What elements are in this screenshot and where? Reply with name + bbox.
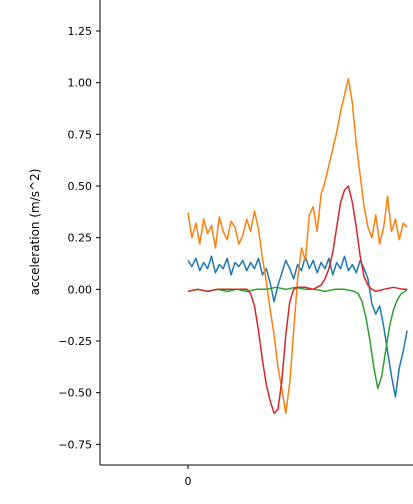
series-line-0	[187, 255, 408, 398]
axes: −0.75 −0.50 −0.25 0.00 0.25 0.50 0.75 1.00 1.25 0	[58, 0, 413, 488]
y-tick-label: 0.50	[68, 180, 93, 193]
y-tick-label: 1.25	[68, 25, 93, 38]
y-tick-label: 1.00	[68, 77, 93, 90]
y-tick-label: −0.25	[58, 335, 92, 348]
y-tick-label: −0.75	[58, 438, 92, 451]
y-tick-label: 0.75	[68, 128, 93, 141]
y-tick-label: 0.25	[68, 232, 93, 245]
x-tick-label: 0	[185, 475, 192, 488]
series-line-1	[187, 77, 408, 415]
plot-area	[187, 77, 408, 415]
y-tick-label: 0.00	[68, 283, 93, 296]
y-axis-label: acceleration (m/s^2)	[28, 169, 42, 296]
series-line-2	[187, 286, 408, 390]
series-line-3	[187, 185, 408, 415]
y-tick-label: −0.50	[58, 387, 92, 400]
